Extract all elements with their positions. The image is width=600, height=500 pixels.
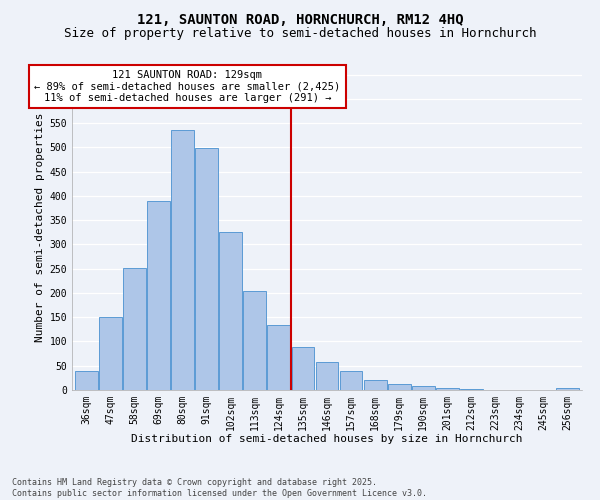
Text: 121 SAUNTON ROAD: 129sqm
← 89% of semi-detached houses are smaller (2,425)
11% o: 121 SAUNTON ROAD: 129sqm ← 89% of semi-d… xyxy=(34,70,341,103)
Bar xyxy=(292,348,314,390)
Bar xyxy=(460,389,483,390)
Bar xyxy=(388,384,410,390)
Bar xyxy=(147,201,170,390)
Bar xyxy=(244,290,266,390)
Bar xyxy=(316,362,338,390)
Bar xyxy=(75,370,98,390)
Bar xyxy=(123,268,146,390)
Y-axis label: Number of semi-detached properties: Number of semi-detached properties xyxy=(35,113,46,342)
Bar xyxy=(195,148,218,390)
Bar xyxy=(412,386,434,390)
Bar xyxy=(171,130,194,390)
Text: 121, SAUNTON ROAD, HORNCHURCH, RM12 4HQ: 121, SAUNTON ROAD, HORNCHURCH, RM12 4HQ xyxy=(137,12,463,26)
Text: Size of property relative to semi-detached houses in Hornchurch: Size of property relative to semi-detach… xyxy=(64,28,536,40)
Bar xyxy=(220,232,242,390)
Bar xyxy=(268,324,290,390)
X-axis label: Distribution of semi-detached houses by size in Hornchurch: Distribution of semi-detached houses by … xyxy=(131,434,523,444)
Bar xyxy=(99,317,122,390)
Bar xyxy=(364,380,386,390)
Bar xyxy=(436,388,459,390)
Bar xyxy=(556,388,579,390)
Text: Contains HM Land Registry data © Crown copyright and database right 2025.
Contai: Contains HM Land Registry data © Crown c… xyxy=(12,478,427,498)
Bar xyxy=(340,370,362,390)
